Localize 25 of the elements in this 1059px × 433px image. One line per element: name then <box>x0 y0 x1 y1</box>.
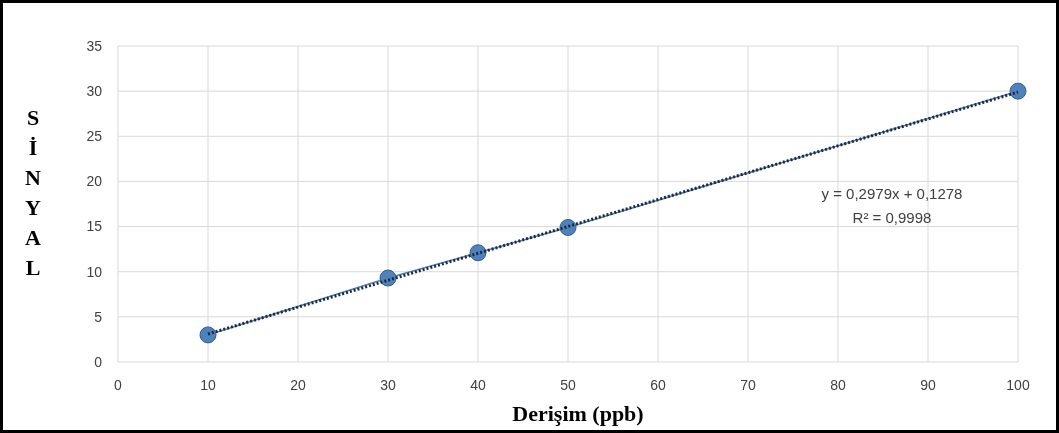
x-tick-label: 50 <box>560 377 576 393</box>
x-tick-label: 90 <box>920 377 936 393</box>
x-tick-label: 0 <box>114 377 123 393</box>
y-tick-label: 5 <box>94 308 103 325</box>
y-tick-label: 35 <box>86 37 103 54</box>
point <box>199 326 217 344</box>
x-tick-label: 60 <box>650 377 666 393</box>
x-tick-label: 10 <box>200 377 216 393</box>
y-tick-label: 0 <box>94 353 103 370</box>
x-tick-label: 30 <box>380 377 396 393</box>
x-tick-label: 20 <box>290 377 306 393</box>
y-axis-title: SİNYAL <box>25 105 42 280</box>
y-tick-label: 15 <box>86 218 103 235</box>
x-axis-title: Derişim (ppb) <box>512 401 644 426</box>
y-tick-label: 10 <box>86 263 103 280</box>
y-tick-label: 25 <box>86 128 103 145</box>
point <box>1009 82 1027 100</box>
annotation: R² = 0,9998 <box>852 209 932 227</box>
x-tick-label: 40 <box>470 377 486 393</box>
x-tick-label: 80 <box>830 377 846 393</box>
y-tick-label: 30 <box>86 83 103 100</box>
x-tick-label: 100 <box>1006 377 1030 393</box>
x-tick-label: 70 <box>740 377 756 393</box>
y-tick-label: 20 <box>86 173 103 190</box>
annotation: y = 0,2979x + 0,1278 <box>821 185 963 203</box>
